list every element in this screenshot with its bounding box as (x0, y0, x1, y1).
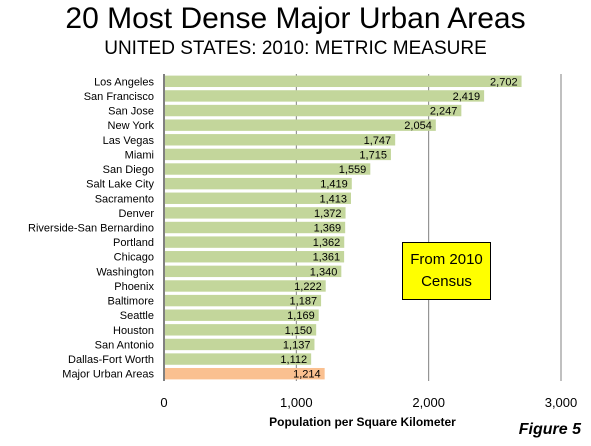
value-label: 1,137 (283, 339, 311, 351)
x-tick-label: 1,000 (280, 395, 313, 410)
category-label: Denver (119, 208, 155, 220)
value-label: 1,372 (314, 208, 342, 220)
bar (165, 134, 396, 146)
bar (165, 221, 346, 234)
category-label: San Francisco (84, 91, 154, 103)
bar (165, 75, 522, 88)
bar (165, 163, 371, 175)
category-label: Washington (96, 266, 154, 278)
bar (165, 265, 342, 278)
category-label: Las Vegas (103, 135, 155, 147)
category-label: New York (108, 120, 155, 132)
category-label: Sacramento (95, 193, 154, 205)
bar (165, 251, 345, 263)
value-label: 1,112 (280, 354, 307, 366)
bar (165, 309, 319, 321)
value-label: 1,169 (287, 310, 315, 322)
bar (165, 90, 485, 102)
value-label: 1,747 (364, 135, 392, 147)
value-label: 1,340 (310, 266, 338, 278)
bar (165, 177, 352, 190)
category-label: Dallas-Fort Worth (68, 354, 154, 366)
figure-label: Figure 5 (518, 421, 581, 438)
value-label: 2,247 (430, 106, 458, 118)
category-label: San Antonio (95, 339, 154, 351)
category-label: Houston (113, 325, 154, 337)
value-label: 2,702 (490, 76, 518, 88)
bar (165, 119, 436, 131)
bar (165, 280, 326, 292)
x-axis-title: Population per Square Kilometer (269, 415, 456, 429)
category-label: Riverside-San Bernardino (28, 223, 154, 235)
bar (165, 294, 322, 307)
value-label: 1,559 (339, 164, 367, 176)
chart-title: 20 Most Dense Major Urban Areas (65, 2, 526, 35)
bar (165, 324, 317, 336)
highlight-bar (165, 367, 325, 380)
category-label: Phoenix (114, 281, 154, 293)
bar (165, 207, 346, 219)
chart-subtitle: UNITED STATES: 2010: METRIC MEASURE (104, 38, 487, 59)
bar (165, 192, 351, 204)
bar (165, 338, 315, 351)
bar (165, 236, 345, 248)
callout-line-1: From 2010 (410, 251, 483, 268)
x-tick-label: 2,000 (412, 395, 445, 410)
category-label: Baltimore (108, 296, 154, 308)
category-label: Miami (125, 149, 154, 161)
value-label: 1,150 (285, 325, 313, 337)
value-label: 1,419 (320, 179, 348, 191)
value-label: 1,413 (319, 193, 347, 205)
value-label: 2,419 (453, 91, 481, 103)
x-tick-label: 3,000 (545, 395, 578, 410)
bar (165, 353, 312, 365)
category-label: Seattle (120, 310, 154, 322)
value-label: 1,362 (313, 237, 341, 249)
value-label: 1,222 (294, 281, 322, 293)
category-label: Chicago (114, 252, 154, 264)
category-label: San Jose (108, 106, 154, 118)
category-label: Major Urban Areas (62, 369, 154, 381)
bar (165, 148, 391, 161)
category-label: San Diego (103, 164, 154, 176)
value-label: 1,214 (293, 369, 321, 381)
x-tick-label: 0 (160, 395, 167, 410)
category-label: Salt Lake City (86, 179, 154, 191)
category-label: Los Angeles (94, 76, 154, 88)
value-label: 1,187 (290, 296, 318, 308)
bar (165, 104, 462, 117)
value-label: 1,369 (314, 223, 342, 235)
category-label: Portland (113, 237, 154, 249)
value-label: 2,054 (404, 120, 432, 132)
census-callout-box: From 2010 Census (402, 242, 491, 300)
value-label: 1,715 (359, 149, 387, 161)
value-label: 1,361 (313, 252, 341, 264)
callout-line-2: Census (421, 273, 472, 290)
